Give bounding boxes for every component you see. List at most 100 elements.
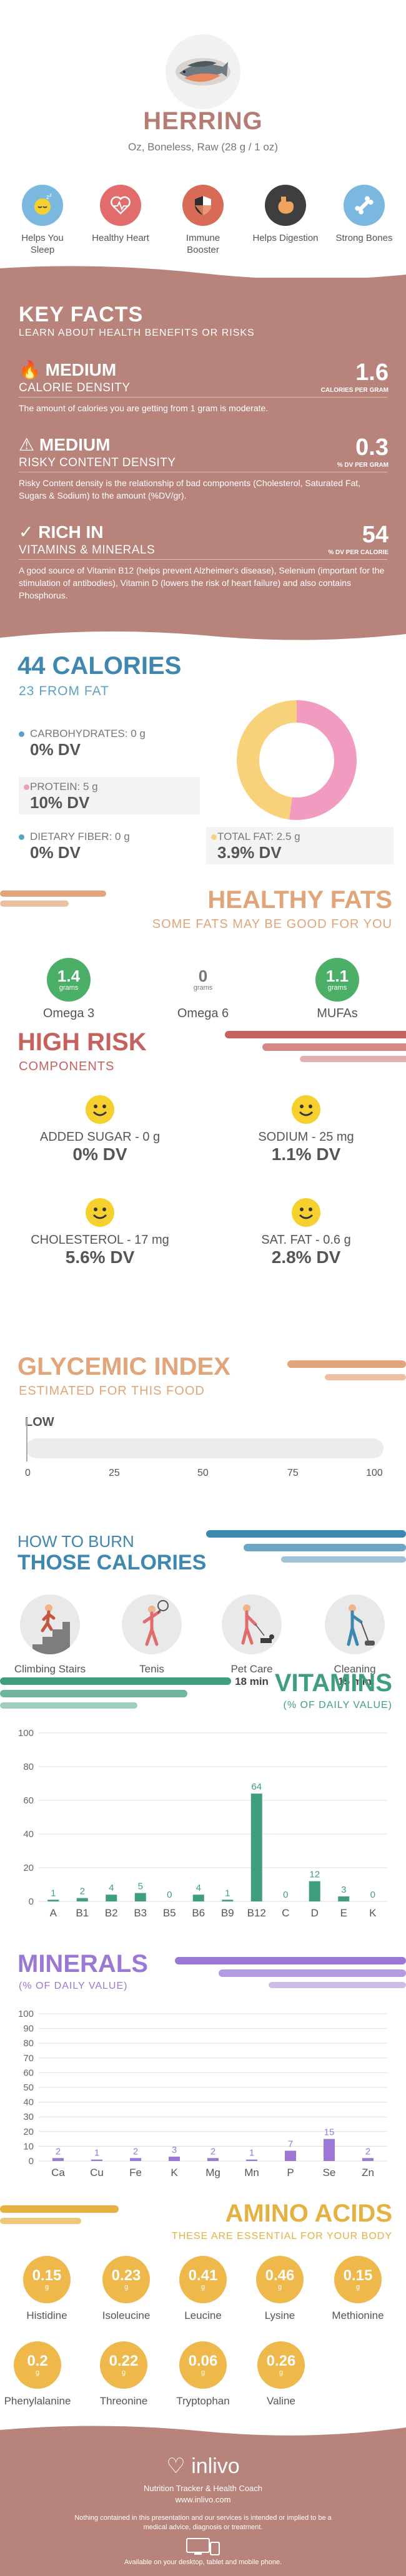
amino-circle: 0.2 g [14, 2341, 61, 2389]
y-tick-label: 10 [23, 2141, 34, 2152]
amino-name: Leucine [184, 2310, 222, 2321]
high-risk-stripes [225, 1031, 406, 1062]
bar-cu [91, 2159, 102, 2161]
bar-p [285, 2150, 296, 2161]
amino-value: 0.41 [188, 2267, 218, 2284]
fat-unit: grams [327, 984, 347, 992]
activity-pet-care: Pet Care 18 min [205, 1594, 299, 1688]
footer-brand[interactable]: ♡ inlivo [0, 2454, 406, 2479]
risky-content-value: 0.3 [355, 434, 389, 461]
bone-icon [344, 185, 385, 226]
bar-value-label: 3 [341, 1885, 346, 1895]
burn-title-line1: HOW TO BURN [17, 1532, 134, 1551]
footer-url[interactable]: www.inlivo.com [175, 2495, 231, 2504]
fat-omega3: 1.4 grams Omega 3 [25, 958, 112, 1021]
amino-unit: g [35, 2369, 40, 2376]
bar-value-label: 4 [109, 1883, 114, 1893]
vitamins-minerals-level: ✓ RICH IN [19, 522, 104, 542]
amino-name: Isoleucine [102, 2310, 151, 2321]
bar-value-label: 1 [51, 1888, 56, 1898]
x-tick-label: Cu [90, 2167, 104, 2178]
x-tick-label: E [340, 1907, 347, 1919]
activity-time: 18 min [235, 1676, 269, 1687]
bar-b2 [106, 1895, 117, 1901]
amino-stripes [0, 2205, 119, 2224]
food-title: HERRING [143, 107, 263, 135]
y-tick-label: 80 [23, 1762, 34, 1772]
footer-tagline: Nutrition Tracker & Health Coach [143, 2484, 263, 2493]
y-tick-label: 60 [23, 2067, 34, 2078]
amino-lysine: 0.46 g Lysine [242, 2256, 317, 2322]
vitamins-stripes [0, 1677, 231, 1709]
y-tick-label: 100 [18, 2009, 34, 2019]
bar-b6 [192, 1895, 204, 1901]
calories-subtitle: 23 FROM FAT [19, 684, 109, 698]
risky-content-unit: % DV PER GRAM [337, 462, 389, 469]
key-facts-wave-bottom [0, 627, 406, 640]
y-tick-label: 40 [23, 1829, 34, 1840]
risky-content-text: Risky Content density is the relationshi… [19, 478, 361, 500]
healthy-fats-subtitle: SOME FATS MAY BE GOOD FOR YOU [152, 917, 392, 931]
x-tick-label: B6 [192, 1907, 205, 1919]
x-tick-label: B5 [163, 1907, 176, 1919]
healthy-fats-stripes [0, 890, 106, 907]
amino-title: AMINO ACIDS [225, 2200, 392, 2227]
serving-size: Oz, Boneless, Raw (28 g / 1 oz) [128, 141, 278, 153]
bar-b9 [222, 1900, 234, 1901]
bar-e [338, 1896, 350, 1901]
devices-icon [184, 2537, 222, 2559]
heart-pulse-icon [100, 185, 141, 226]
amino-value: 0.15 [343, 2267, 373, 2284]
amino-histidine: 0.15 g Histidine [9, 2256, 84, 2322]
calorie-density-label: CALORIE DENSITY [19, 381, 131, 394]
macro-label: CARBOHYDRATES: 0 g [30, 728, 146, 739]
high-risk-title: HIGH RISK [17, 1028, 147, 1056]
bar-k [169, 2156, 180, 2161]
minerals-subtitle: (% OF DAILY VALUE) [19, 1981, 128, 1991]
amino-name: Histidine [26, 2310, 67, 2321]
dog-walk-icon [222, 1594, 282, 1654]
amino-unit: g [277, 2283, 282, 2291]
macro-fat: TOTAL FAT: 2.5 g 3.9% DV [206, 827, 394, 864]
fat-value: 1.1 [325, 967, 349, 985]
bar-mn [246, 2159, 257, 2161]
risk-label: SAT. FAT - 0.6 g [261, 1233, 351, 1247]
heart-logo-icon: ♡ [166, 2454, 186, 2478]
amino-value: 0.06 [188, 2353, 218, 2369]
amino-circle: 0.26 g [257, 2341, 305, 2389]
macro-dv: 3.9% DV [217, 843, 282, 862]
x-tick-label: K [171, 2167, 178, 2178]
amino-name: Lysine [264, 2310, 295, 2321]
y-tick-label: 50 [23, 2082, 34, 2093]
bar-a [47, 1900, 59, 1901]
fat-value: 1.4 [57, 967, 81, 985]
vitamins-minerals-text: A good source of Vitamin B12 (helps prev… [19, 565, 385, 600]
macro-dv: 0% DV [30, 843, 81, 862]
calorie-density-level: 🔥 MEDIUM [19, 360, 117, 379]
vacuum-icon [325, 1594, 385, 1654]
x-tick-label: P [287, 2167, 294, 2178]
y-tick-label: 100 [18, 1728, 34, 1739]
amino-unit: g [44, 2283, 49, 2291]
risk-added-sugar: ADDED SUGAR - 0 g 0% DV [6, 1095, 194, 1164]
risk-dv: 2.8% DV [271, 1247, 341, 1267]
x-tick-label: Mg [205, 2167, 220, 2178]
y-tick-label: 90 [23, 2024, 34, 2034]
burn-stripes [206, 1530, 406, 1563]
smiley-icon [292, 1095, 320, 1124]
shield-icon [182, 185, 224, 226]
bar-b3 [134, 1893, 146, 1901]
risky-content-level: ⚠ MEDIUM [19, 435, 111, 454]
macro-label: TOTAL FAT: 2.5 g [217, 831, 300, 842]
vitamins-title: VITAMINS [274, 1669, 392, 1697]
amino-name: Phenylalanine [4, 2395, 71, 2407]
x-tick-label: Fe [129, 2167, 142, 2178]
glycemic-marker [26, 1418, 27, 1461]
fat-omega6: 0 grams Omega 6 [159, 958, 247, 1021]
amino-unit: g [201, 2283, 205, 2291]
vitamins-minerals-label: VITAMINS & MINERALS [19, 544, 156, 557]
x-tick-label: Ca [51, 2167, 65, 2178]
benefit-bones: Strong Bones [330, 185, 399, 244]
donut-slice-fat [237, 700, 297, 820]
